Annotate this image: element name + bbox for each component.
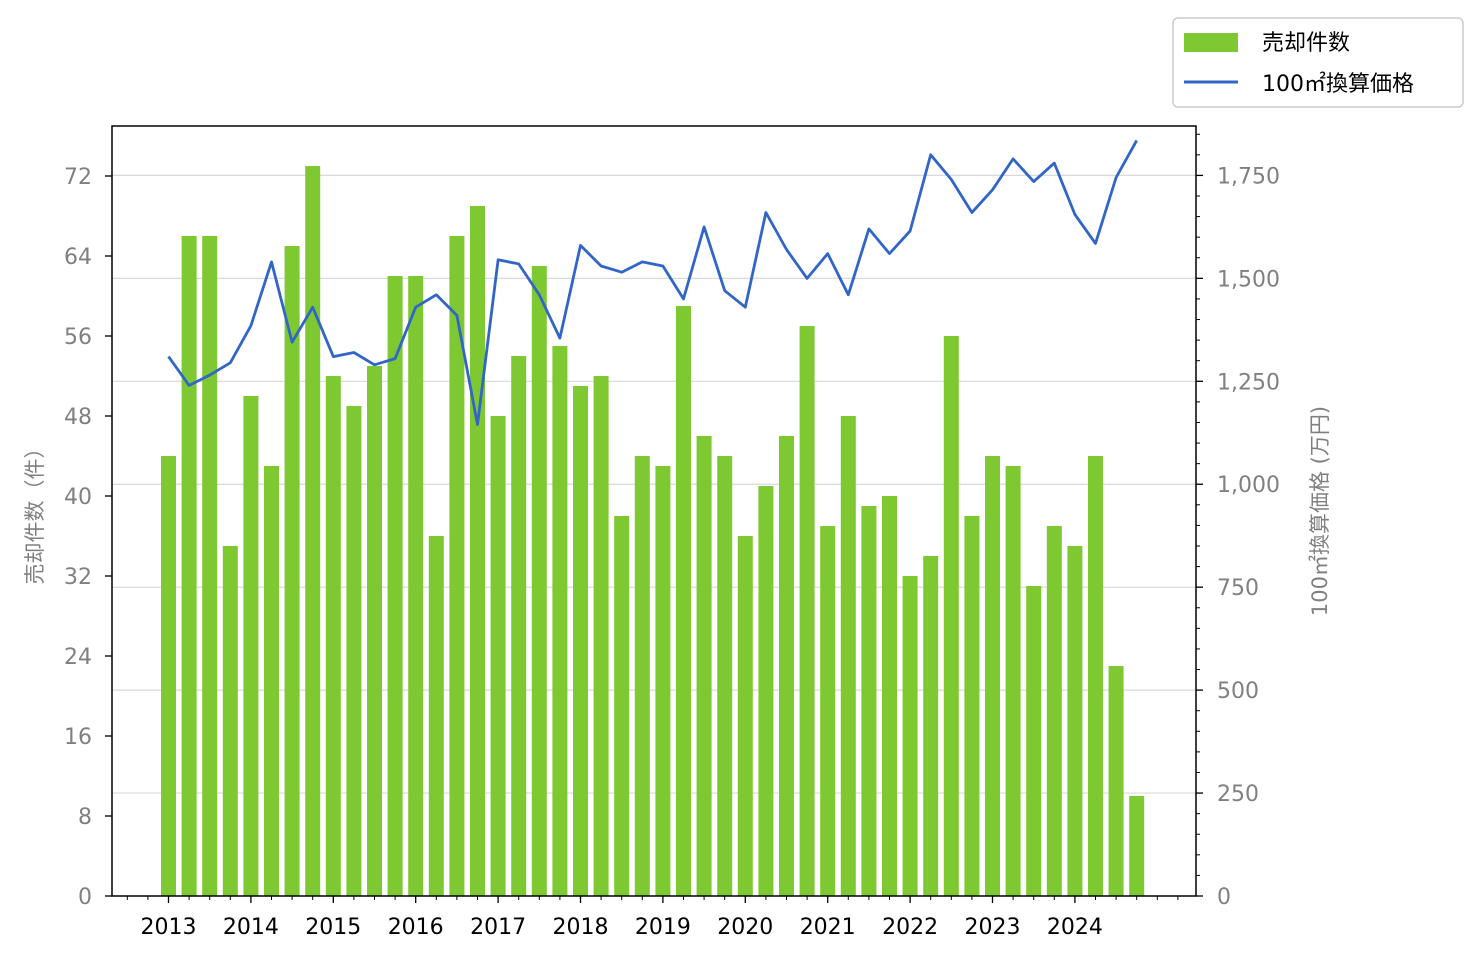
bar-35 xyxy=(882,496,897,896)
bar-18 xyxy=(531,266,547,896)
x-axis: 2013 2014 2015 2016 2017 2018 2019 2020 2021 2022… xyxy=(126,896,1179,940)
x-tick-label-4: 2017 xyxy=(470,915,526,940)
x-tick-label-8: 2021 xyxy=(800,915,856,940)
left-tick-label-6: 48 xyxy=(64,405,92,430)
bar-37 xyxy=(923,556,939,896)
bar-26 xyxy=(696,436,712,896)
bar-29 xyxy=(758,486,774,896)
x-tick-label-6: 2019 xyxy=(635,915,691,940)
bar-45 xyxy=(1088,456,1103,896)
legend-bar-swatch xyxy=(1184,33,1238,52)
bar-6 xyxy=(284,246,300,896)
right-tick-label-7: 1,750 xyxy=(1217,164,1280,189)
bar-12 xyxy=(408,276,424,896)
x-tick-label-1: 2014 xyxy=(223,915,279,940)
right-tick-label-0: 0 xyxy=(1217,885,1231,910)
right-axis: 0 250 500 750 1,000 1,250 1,500 1,750 xyxy=(1196,133,1280,910)
right-tick-label-3: 750 xyxy=(1217,576,1259,601)
bar-21 xyxy=(593,376,609,896)
legend: 売却件数 100㎡換算価格 xyxy=(1172,17,1464,108)
bar-27 xyxy=(717,456,733,896)
right-tick-label-2: 500 xyxy=(1217,679,1259,704)
bar-34 xyxy=(861,506,877,896)
bar-1 xyxy=(181,236,197,896)
bar-22 xyxy=(614,516,630,896)
x-tick-label-0: 2013 xyxy=(141,915,197,940)
legend-line-label: 100㎡換算価格 xyxy=(1262,71,1414,97)
price-line xyxy=(167,139,1138,426)
bar-7 xyxy=(305,166,321,896)
bar-42 xyxy=(1026,586,1042,896)
left-tick-label-3: 24 xyxy=(64,645,92,670)
bar-4 xyxy=(243,396,259,896)
bar-40 xyxy=(985,456,1000,896)
x-tick-label-3: 2016 xyxy=(388,915,444,940)
bar-28 xyxy=(737,536,753,896)
bar-20 xyxy=(573,386,588,896)
bar-17 xyxy=(511,356,527,896)
bar-11 xyxy=(387,276,403,896)
x-tick-label-11: 2024 xyxy=(1047,915,1103,940)
left-tick-label-9: 72 xyxy=(64,165,92,190)
bar-33 xyxy=(840,416,856,896)
bar-38 xyxy=(943,336,959,896)
x-tick-label-9: 2022 xyxy=(882,915,938,940)
x-tick-label-5: 2018 xyxy=(553,915,609,940)
bar-41 xyxy=(1005,466,1021,896)
bar-24 xyxy=(655,466,671,896)
left-tick-label-7: 56 xyxy=(64,325,92,350)
left-axis-title: 売却件数（件） xyxy=(23,438,47,585)
bar-30 xyxy=(779,436,794,896)
left-tick-label-0: 0 xyxy=(78,885,92,910)
right-tick-label-4: 1,000 xyxy=(1217,473,1280,498)
plot-frame xyxy=(111,125,1197,897)
bar-43 xyxy=(1046,526,1062,896)
bar-5 xyxy=(264,466,279,896)
line-series xyxy=(167,139,1138,426)
left-tick-label-2: 16 xyxy=(64,725,92,750)
legend-box xyxy=(1172,17,1464,108)
bar-series xyxy=(161,166,1145,896)
bar-47 xyxy=(1129,796,1145,896)
bar-10 xyxy=(367,366,382,896)
x-tick-label-10: 2023 xyxy=(965,915,1021,940)
bar-14 xyxy=(449,236,465,896)
bar-31 xyxy=(799,326,815,896)
right-tick-label-6: 1,500 xyxy=(1217,267,1280,292)
legend-bar-label: 売却件数 xyxy=(1262,31,1350,56)
right-tick-label-1: 250 xyxy=(1217,782,1259,807)
left-tick-label-1: 8 xyxy=(78,805,92,830)
bar-16 xyxy=(490,416,506,896)
left-axis: 0 8 16 24 32 40 48 56 64 72 xyxy=(64,165,112,910)
bar-15 xyxy=(470,206,485,896)
bar-13 xyxy=(428,536,444,896)
bar-3 xyxy=(222,546,238,896)
bar-36 xyxy=(902,576,918,896)
bar-32 xyxy=(820,526,836,896)
bar-25 xyxy=(676,306,691,896)
x-tick-label-7: 2020 xyxy=(717,915,773,940)
bar-19 xyxy=(552,346,568,896)
right-axis-title: 100㎡換算価格 (万円) xyxy=(1308,406,1332,616)
x-tick-label-2: 2015 xyxy=(305,915,361,940)
bar-44 xyxy=(1067,546,1083,896)
bar-46 xyxy=(1108,666,1124,896)
bar-8 xyxy=(325,376,341,896)
left-tick-label-5: 40 xyxy=(64,485,92,510)
bar-2 xyxy=(202,236,218,896)
left-tick-label-4: 32 xyxy=(64,565,92,590)
right-tick-label-5: 1,250 xyxy=(1217,370,1280,395)
bar-0 xyxy=(161,456,176,896)
bar-9 xyxy=(346,406,362,896)
bar-23 xyxy=(634,456,650,896)
left-tick-label-8: 64 xyxy=(64,245,92,270)
bar-39 xyxy=(964,516,980,896)
